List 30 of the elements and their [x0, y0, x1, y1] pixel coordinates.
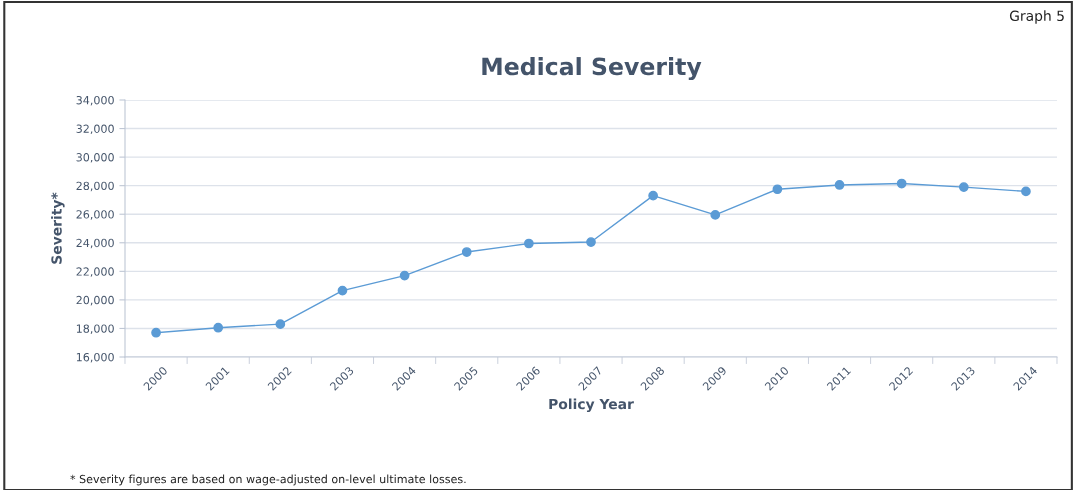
- point: [399, 270, 410, 281]
- y-tick-label: 30,000: [76, 153, 114, 163]
- point: [213, 322, 224, 333]
- y-axis-title: Severity*: [51, 192, 65, 264]
- point: [896, 178, 907, 189]
- y-tick-label: 18,000: [76, 324, 114, 334]
- point: [461, 247, 472, 257]
- y-tick-label: 22,000: [76, 267, 114, 277]
- text: * Severity figures are based on wage-adjusted on-level ultimate losses.: [70, 474, 466, 486]
- point: [151, 327, 161, 338]
- point: [337, 285, 348, 296]
- point: [648, 190, 658, 201]
- point: [524, 238, 534, 249]
- point: [275, 319, 286, 330]
- caption: Graph 5: [1009, 10, 1064, 24]
- point: [772, 184, 783, 195]
- y-tick-label: 34,000: [76, 95, 114, 106]
- point: [1021, 186, 1031, 197]
- point: [958, 182, 969, 192]
- chart-title: Medical Severity: [482, 57, 702, 81]
- y-tick-label: 32,000: [76, 124, 114, 135]
- y-tick-label: 26,000: [76, 210, 114, 220]
- y-tick-label: 20,000: [76, 295, 114, 306]
- y-tick-label: 16,000: [76, 352, 114, 363]
- y-tick-label: 24,000: [76, 238, 114, 249]
- point: [834, 180, 845, 190]
- point: [710, 210, 721, 220]
- x-axis-title: Policy Year: [549, 398, 634, 413]
- y-tick-label: 28,000: [76, 181, 114, 192]
- point: [586, 237, 596, 247]
